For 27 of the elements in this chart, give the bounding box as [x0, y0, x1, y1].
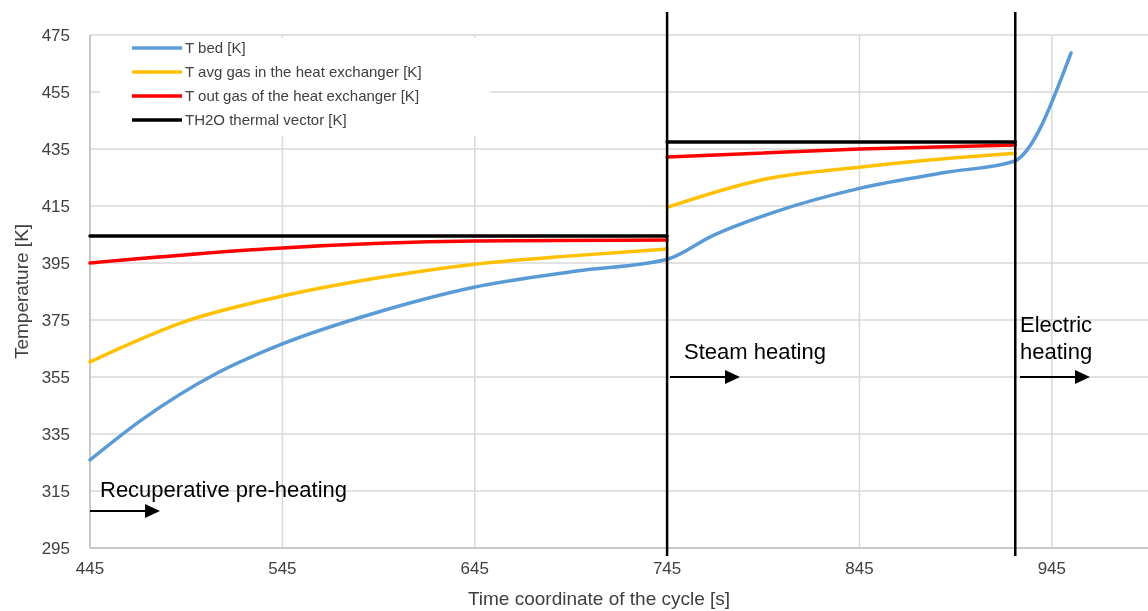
x-axis-title: Time coordinate of the cycle [s] — [467, 588, 731, 609]
line-series — [88, 247, 669, 364]
y-tick-label: 355 — [41, 367, 70, 387]
line-series — [88, 238, 669, 265]
x-tick-label: 545 — [268, 559, 297, 578]
annotation: Electric heating — [1020, 312, 1093, 364]
y-tick-label: 375 — [41, 310, 70, 330]
y-tick-label: 435 — [41, 139, 70, 159]
x-tick-label: 445 — [75, 559, 105, 578]
legend-label: T avg gas in the heat exchanger [K] — [185, 63, 422, 81]
y-axis-title: Temperature [K] — [11, 223, 32, 360]
y-tick-label: 395 — [41, 253, 70, 273]
annotation: Recuperative pre-heating — [100, 477, 348, 502]
legend-label: T bed [K] — [185, 39, 246, 57]
y-tick-label: 475 — [41, 25, 70, 45]
x-tick-label: 945 — [1037, 559, 1067, 578]
legend-label: TH2O thermal vector [K] — [185, 111, 347, 129]
y-tick-label: 415 — [41, 196, 70, 216]
annotation: Steam heating — [684, 339, 826, 364]
legend-label: T out gas of the heat exchanger [K] — [185, 87, 420, 105]
y-tick-label: 295 — [41, 538, 70, 558]
x-tick-label: 845 — [845, 559, 874, 578]
x-tick-label: 745 — [652, 559, 682, 578]
y-tick-label: 315 — [41, 481, 70, 501]
x-tick-label: 645 — [460, 559, 489, 578]
y-tick-label: 335 — [41, 424, 70, 444]
y-tick-label: 455 — [41, 82, 70, 102]
